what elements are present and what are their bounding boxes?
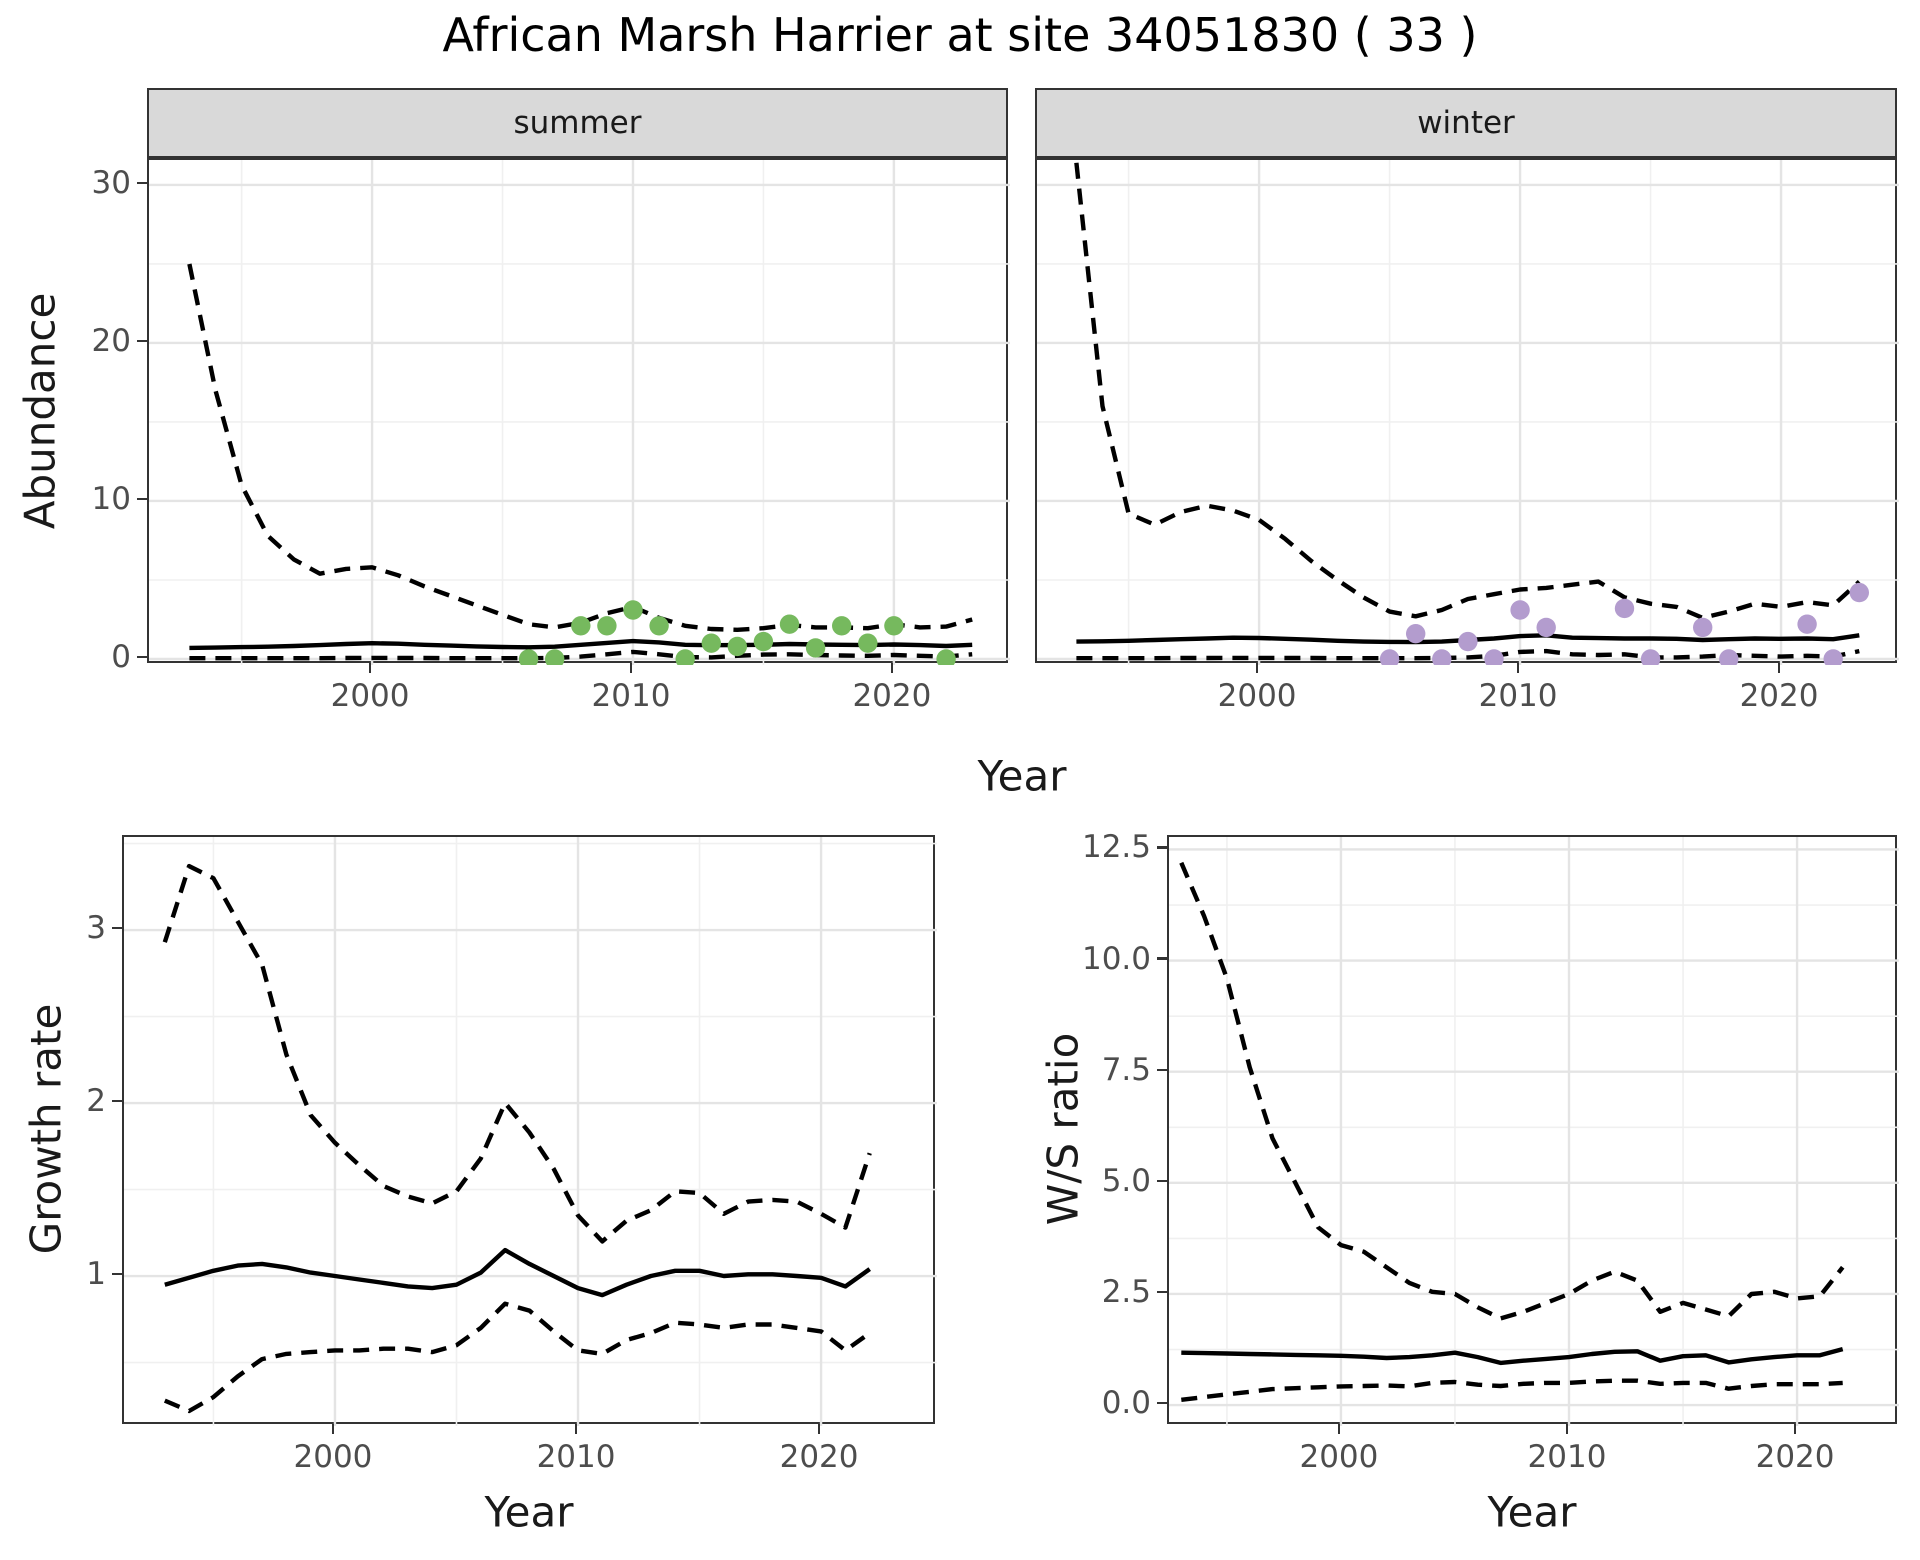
observed_counts_summer-point <box>518 649 539 665</box>
y-tick-mark <box>137 497 147 501</box>
y-tick-mark <box>1157 957 1167 960</box>
ws-ratio-median-line <box>1181 1346 1844 1366</box>
observed_counts_summer-point <box>649 616 669 636</box>
x-axis-title-year-top: Year <box>977 751 1067 801</box>
growth-rate-ci_upper_97.5-line <box>162 863 872 1244</box>
x-tick-label: 2020 <box>852 678 932 714</box>
observed_counts_summer-point <box>727 636 747 657</box>
abundance-winter-ci_lower_2.5-line <box>1076 648 1860 661</box>
observed_counts_winter-point <box>1432 649 1452 665</box>
abundance-summer-ci_lower_2.5-line <box>189 649 973 661</box>
growth-rate-ci_lower_2.5-line <box>163 1301 871 1414</box>
x-tick-label: 2010 <box>1527 1439 1607 1475</box>
y-tick-mark <box>137 655 147 659</box>
observed_counts_winter-point <box>1640 649 1661 665</box>
observed_counts_winter-point <box>1693 617 1713 638</box>
x-tick-label: 2010 <box>536 1439 616 1475</box>
y-tick-mark <box>112 926 122 930</box>
observed_counts_summer-point <box>571 616 591 636</box>
x-tick-label: 2020 <box>1755 1439 1835 1475</box>
y-axis-title-abundance: Abundance <box>15 292 65 530</box>
observed_counts_summer-point <box>936 649 956 665</box>
x-tick-label: 2010 <box>1478 678 1558 714</box>
ws-ratio-plot <box>1169 837 1899 1426</box>
facet-strip-winter: winter <box>1035 88 1897 158</box>
observed_counts_winter-point <box>1458 631 1478 652</box>
observed_counts_summer-point <box>884 616 904 636</box>
observed_counts_winter-point <box>1719 649 1739 665</box>
x-tick-label: 2000 <box>1299 1439 1379 1475</box>
y-tick-label: 1 <box>86 1256 106 1293</box>
observed_counts_winter-point <box>1614 598 1635 619</box>
observed_counts_summer-point <box>753 631 774 652</box>
y-tick-mark <box>1157 1401 1167 1405</box>
observed_counts_summer-point <box>545 649 565 665</box>
y-tick-mark <box>112 1099 122 1103</box>
observed_counts_summer-point <box>805 638 826 658</box>
observed_counts_summer-point <box>858 633 878 653</box>
y-axis-title-ws: W/S ratio <box>1038 1032 1088 1226</box>
x-tick-label: 2020 <box>1739 678 1819 714</box>
y-tick-label: 0.0 <box>1101 1385 1151 1422</box>
panel-growth-rate <box>122 835 937 1426</box>
y-tick-label: 10.0 <box>1081 940 1151 977</box>
y-axis-title-growth: Growth rate <box>21 1003 71 1255</box>
panel-abundance-summer <box>147 158 1010 665</box>
abundance-winter-ci_upper_97.5-line <box>1074 162 1861 621</box>
panel-ws-ratio <box>1167 835 1899 1426</box>
observed_counts_summer-point <box>597 616 617 636</box>
x-tick-label: 2000 <box>330 678 410 714</box>
ws-ratio-ci_upper_97.5-line <box>1179 861 1845 1321</box>
y-tick-mark <box>137 181 147 185</box>
observed_counts_winter-point <box>1379 649 1400 665</box>
observed_counts_summer-point <box>779 614 800 634</box>
observed_counts_summer-point <box>701 633 721 653</box>
y-tick-label: 30 <box>91 164 131 201</box>
x-tick-label: 2020 <box>779 1439 859 1475</box>
ws-ratio-ci_lower_2.5-line <box>1181 1378 1843 1402</box>
abundance-summer-median-line <box>189 638 973 651</box>
chart-title: African Marsh Harrier at site 34051830 (… <box>442 8 1478 62</box>
observed_counts_winter-point <box>1536 617 1556 638</box>
x-tick-label: 2010 <box>591 678 671 714</box>
y-tick-mark <box>112 1272 122 1276</box>
facet-label-summer: summer <box>513 105 642 141</box>
observed_counts_winter-point <box>1406 624 1426 644</box>
x-tick-label: 2000 <box>293 1439 373 1475</box>
observed_counts_winter-point <box>1484 649 1504 665</box>
observed_counts_winter-point <box>1797 614 1817 634</box>
abundance-winter-plot <box>1037 160 1899 665</box>
x-axis-title-year-growth: Year <box>484 1487 574 1537</box>
growth-rate-median-line <box>164 1247 871 1298</box>
facet-label-winter: winter <box>1417 105 1515 141</box>
observed_counts_summer-point <box>832 616 852 636</box>
observed_counts_winter-point <box>1849 582 1869 603</box>
x-axis-title-year-ws: Year <box>1487 1487 1577 1537</box>
x-tick-label: 2000 <box>1217 678 1297 714</box>
y-tick-label: 3 <box>86 910 106 947</box>
observed_counts_summer-point <box>623 600 643 620</box>
y-tick-mark <box>1157 1068 1167 1071</box>
growth-rate-plot <box>124 837 937 1426</box>
facet-strip-summer: summer <box>147 88 1008 158</box>
y-tick-label: 0 <box>111 638 131 675</box>
panel-abundance-winter <box>1035 158 1899 665</box>
abundance-summer-plot <box>149 160 1010 665</box>
y-tick-label: 12.5 <box>1081 829 1151 866</box>
y-tick-mark <box>1157 846 1167 849</box>
observed_counts_winter-point <box>1510 600 1530 620</box>
y-tick-mark <box>137 339 147 343</box>
y-tick-mark <box>1157 1179 1167 1183</box>
abundance-summer-ci_upper_97.5-line <box>187 263 973 632</box>
observed_counts_winter-point <box>1823 649 1843 665</box>
observed_counts_summer-point <box>675 649 695 665</box>
y-tick-label: 2.5 <box>1101 1273 1151 1310</box>
y-tick-mark <box>1157 1290 1167 1294</box>
